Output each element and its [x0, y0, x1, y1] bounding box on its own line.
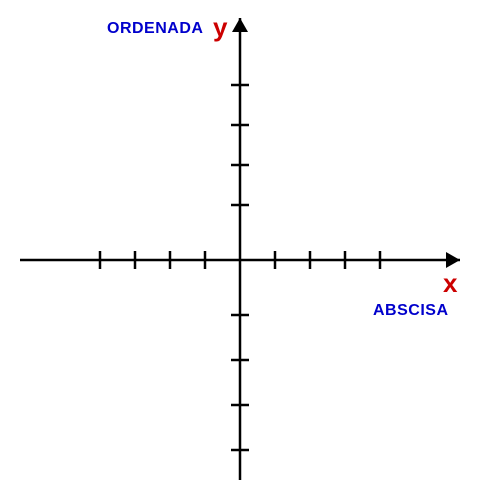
cartesian-plane-diagram: ORDENADA y x ABSCISA [0, 0, 500, 500]
x-axis-arrowhead [446, 252, 460, 268]
axes-svg [0, 0, 500, 500]
ordenada-label: ORDENADA [107, 20, 203, 38]
abscisa-label: ABSCISA [373, 302, 449, 320]
x-axis-label: x [443, 268, 457, 299]
y-axis-label: y [213, 12, 227, 43]
y-axis-arrowhead [232, 18, 248, 32]
